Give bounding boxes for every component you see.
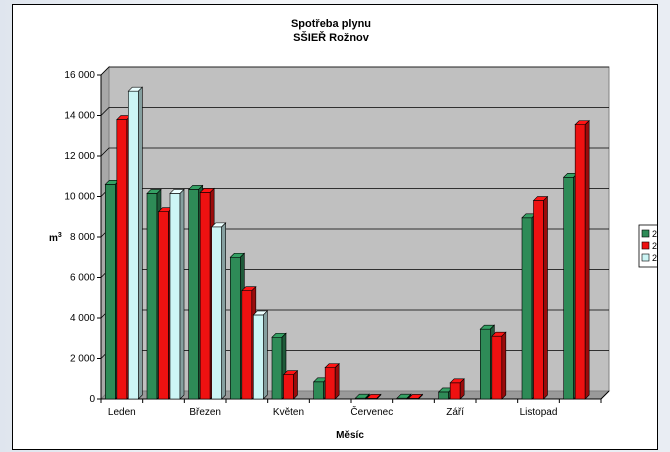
chart-title-line-1: Spotřeba plynu [291,18,371,30]
legend-swatch-2005 [641,229,650,238]
bar-front [480,328,491,400]
bar-side [179,188,185,400]
x-tick-label: Leden [108,407,136,418]
plot-area: 0 2 000 4 000 6 000 8 000 10 000 12 000 14 000 1… [64,65,611,418]
bar-side [221,222,226,400]
bar-front [211,226,222,400]
bar-front [283,374,294,400]
x-tick-label: Listopad [520,407,558,418]
bar-2006-Říjen [491,331,507,400]
bar-side [365,393,370,400]
y-tick-label: 12 000 [64,151,95,162]
bar-front [241,290,253,400]
chart-svg: 0 2 000 4 000 6 000 8 000 10 000 12 000 14 000 1… [49,18,657,441]
bar-2006-Prosinec [574,119,590,400]
bar-front [105,184,116,400]
bar-front [146,193,158,400]
bar-front [271,336,283,400]
x-axis-depth-line [600,390,610,400]
bar-front [533,200,544,400]
bar-side [263,310,268,400]
bar-side [293,369,298,400]
bar-2007-Únor [169,188,185,400]
bar-front [199,192,211,400]
bar-2006-Červenec [366,393,382,400]
y-tick-label: 8 000 [70,232,95,243]
legend-label-2007: 2007 [652,253,657,263]
bar-2005-Srpen [396,393,412,400]
gridline [100,66,609,76]
bar-side [376,393,382,400]
bar-front [230,256,241,400]
bar-2007-Leden [127,86,144,400]
bar-front [128,90,139,400]
y-tick-label: 14 000 [64,111,95,122]
gridline [100,147,609,157]
y-tick-label: 10 000 [64,192,95,203]
bar-front [574,124,586,400]
bar-front [491,335,503,400]
legend-label-2005: 2005 [652,229,657,239]
y-tick-label: 16 000 [64,70,95,81]
chart-title-line-2: SŠIEŘ Rožnov [293,31,370,44]
y-tick-label: 4 000 [70,313,95,324]
bar-2007-Duben [252,310,269,400]
bar-2006-Květen [282,369,299,400]
bar-2006-Červen [324,362,340,400]
x-tick-label: Březen [189,407,221,418]
legend-swatch-2007 [641,253,650,262]
bar-side [459,378,465,400]
bar-2006-Září [449,378,465,400]
y-tick-label: 6 000 [70,273,95,284]
bar-front [188,189,199,400]
bar-side [334,362,340,400]
bar-2007-Březen [210,222,227,400]
y-tick-label: 2 000 [70,354,95,365]
bar-side [501,331,507,400]
bar-front [438,391,449,400]
y-tick-label: 0 [89,394,95,405]
y-axis-title-base: m [49,233,58,244]
bar-side [406,393,412,400]
legend: 2005 2006 2007 [638,224,657,268]
bar-side [418,393,423,400]
x-tick-label: Červenec [350,405,393,418]
y-axis-title: m3 [49,232,62,244]
legend-label-2006: 2006 [652,241,657,251]
x-tick-label: Květen [273,407,304,418]
bar-front [521,217,533,400]
bar-2006-Listopad [532,195,549,400]
bar-front [158,211,169,400]
bar-2005-Červenec [354,393,371,400]
bar-side [543,195,548,400]
bar-2006-Srpen [407,393,424,400]
bar-front [324,367,336,400]
bar-front [563,176,574,400]
y-axis-title-superscript: 3 [58,232,62,239]
legend-swatch-2006 [641,241,650,250]
gridline [100,107,609,116]
bar-front [116,119,128,400]
chart-frame: 0 2 000 4 000 6 000 8 000 10 000 12 000 14 000 1… [12,4,658,450]
bar-front [449,382,461,400]
bar-side [138,86,143,400]
x-axis-title: Měsíc [336,430,364,441]
x-tick-label: Září [446,407,464,418]
bar-front [313,381,324,400]
bar-front [169,193,181,400]
bar-front [253,314,264,400]
bar-side [584,119,590,400]
